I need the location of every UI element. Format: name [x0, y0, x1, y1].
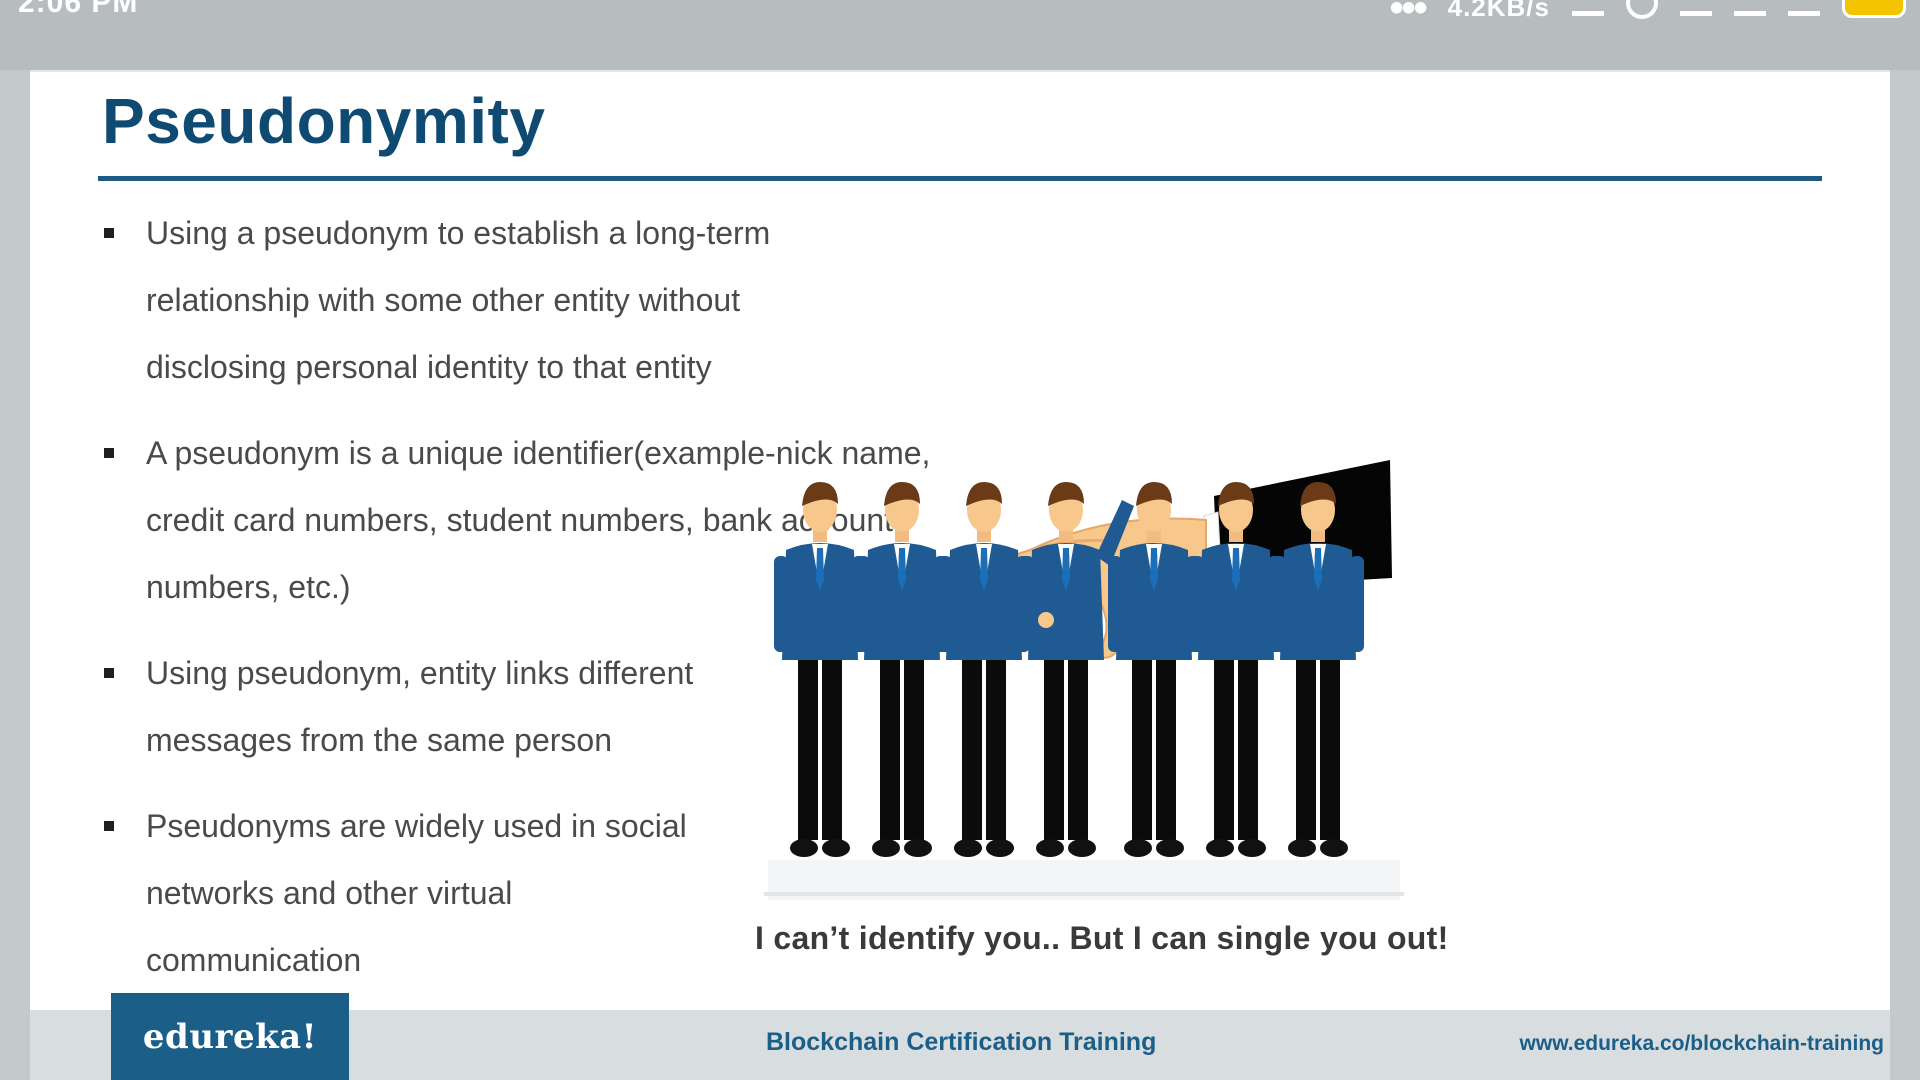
- logo-text: edureka!: [142, 1016, 318, 1057]
- battery-icon: [1842, 0, 1906, 18]
- cellular-signal-icon: [1680, 0, 1712, 16]
- bullet-list: Using a pseudonym to establish a long-te…: [102, 200, 962, 1013]
- course-title: Blockchain Certification Training: [766, 1028, 1157, 1056]
- slide-title: Pseudonymity: [102, 85, 546, 157]
- list-item: Pseudonyms are widely used in social net…: [102, 793, 736, 994]
- bullet-text: Using a pseudonym to establish a long-te…: [146, 215, 771, 385]
- net-speed: 4.2KB/s: [1447, 0, 1550, 22]
- image-caption: I can’t identify you.. But I can single …: [755, 920, 1449, 956]
- more-dots-icon: •••: [1389, 0, 1428, 30]
- business-person-icon: [938, 482, 1030, 857]
- bullet-square-icon: [104, 448, 114, 458]
- business-person-icon: [1272, 482, 1364, 857]
- business-person-icon: [1020, 482, 1134, 857]
- bullet-square-icon: [104, 228, 114, 238]
- edureka-logo: edureka!: [111, 993, 349, 1080]
- business-person-icon: [774, 482, 866, 857]
- website-link[interactable]: www.edureka.co/blockchain-training: [1519, 1032, 1884, 1055]
- title-underline: [98, 176, 1822, 181]
- list-item: A pseudonym is a unique identifier(examp…: [102, 420, 966, 621]
- bullet-text: Pseudonyms are widely used in social net…: [146, 808, 687, 978]
- list-item: Using a pseudonym to establish a long-te…: [102, 200, 866, 401]
- alarm-icon: [1626, 0, 1658, 19]
- list-item: Using pseudonym, entity links different …: [102, 640, 786, 774]
- phone-status-bar: 2:06 PM ••• 4.2KB/s: [0, 0, 1920, 70]
- bullet-text: Using pseudonym, entity links different …: [146, 655, 694, 758]
- bullet-square-icon: [104, 668, 114, 678]
- people-group: [774, 482, 1364, 857]
- signal-icon: [1572, 0, 1604, 16]
- business-person-icon: [856, 482, 948, 857]
- single-out-illustration: [764, 460, 1404, 900]
- cellular-signal-2-icon: [1734, 0, 1766, 16]
- status-time: 2:06 PM: [18, 0, 139, 19]
- status-icons: ••• 4.2KB/s: [1389, 0, 1906, 30]
- wifi-icon: [1788, 0, 1820, 16]
- floor-platform: [764, 860, 1404, 900]
- bullet-text: A pseudonym is a unique identifier(examp…: [146, 435, 931, 605]
- bullet-square-icon: [104, 821, 114, 831]
